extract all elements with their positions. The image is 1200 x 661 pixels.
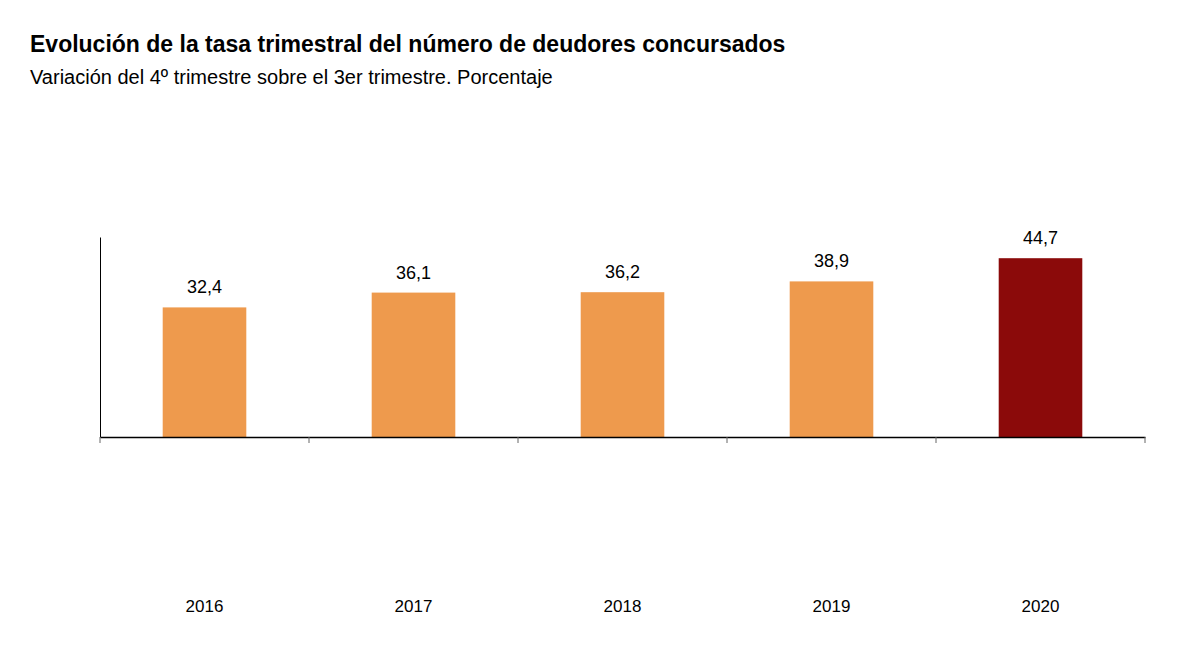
data-label: 36,2 bbox=[605, 262, 640, 282]
bar bbox=[999, 258, 1083, 437]
x-tick-label: 2020 bbox=[1022, 597, 1060, 616]
bar bbox=[790, 281, 874, 437]
x-tick: 2018 bbox=[604, 437, 642, 616]
x-tick: 2016 bbox=[186, 437, 224, 616]
category-separator bbox=[1145, 437, 1146, 443]
data-label: 36,1 bbox=[396, 263, 431, 283]
chart: Evolución de la tasa trimestral del núme… bbox=[0, 0, 1200, 661]
category-separator bbox=[727, 437, 728, 443]
x-tick: 2019 bbox=[813, 437, 851, 616]
data-label: 38,9 bbox=[814, 251, 849, 271]
data-label: 44,7 bbox=[1023, 228, 1058, 248]
x-tick: 2017 bbox=[395, 437, 433, 616]
bars bbox=[163, 258, 1083, 437]
data-label: 32,4 bbox=[187, 277, 222, 297]
category-separator bbox=[936, 437, 937, 443]
y-axis-line bbox=[100, 238, 101, 438]
x-axis-line bbox=[101, 437, 1146, 439]
bar bbox=[581, 292, 665, 437]
x-tick-label: 2016 bbox=[186, 597, 224, 616]
x-tick-label: 2017 bbox=[395, 597, 433, 616]
x-tick-label: 2019 bbox=[813, 597, 851, 616]
y-axis bbox=[100, 238, 101, 438]
category-separators bbox=[100, 437, 1145, 443]
bar bbox=[372, 293, 456, 437]
title: Evolución de la tasa trimestral del núme… bbox=[30, 31, 785, 57]
x-tick: 2020 bbox=[1022, 437, 1060, 616]
x-tick-label: 2018 bbox=[604, 597, 642, 616]
category-separator bbox=[309, 437, 310, 443]
x-axis: 2016 2017 2018 2019 2020 bbox=[101, 437, 1146, 616]
category-separator bbox=[518, 437, 519, 443]
category-separator bbox=[100, 437, 101, 443]
bar bbox=[163, 307, 247, 437]
subtitle: Variación del 4º trimestre sobre el 3er … bbox=[30, 66, 553, 88]
data-labels: 32,4 36,1 36,2 38,9 44,7 bbox=[187, 228, 1058, 297]
